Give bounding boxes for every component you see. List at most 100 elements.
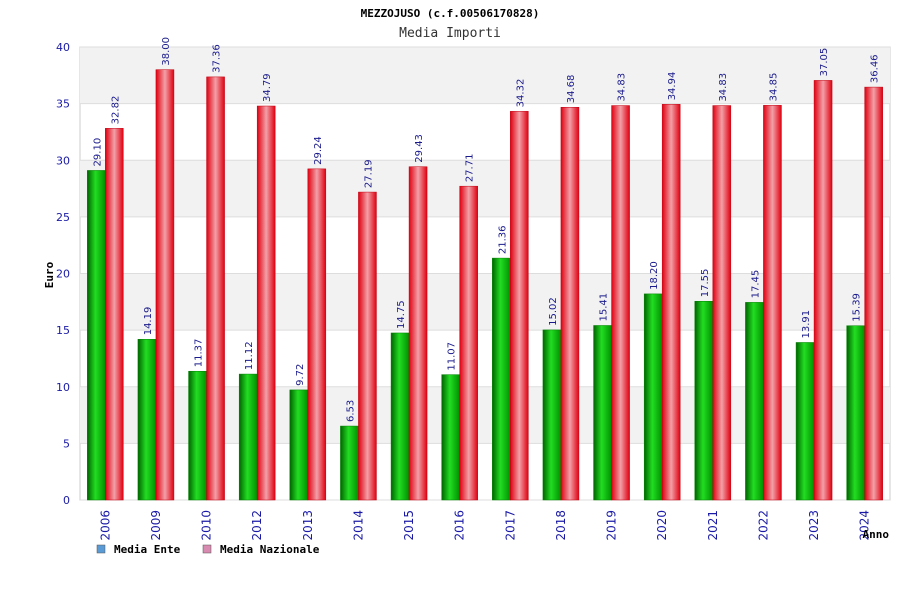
bar-media-nazionale <box>307 168 327 501</box>
legend-swatch <box>202 544 212 554</box>
x-tick-label: 2017 <box>503 510 517 541</box>
y-tick-label: 5 <box>63 437 70 450</box>
x-tick-label: 2024 <box>858 510 872 541</box>
y-tick-label: 0 <box>63 494 70 507</box>
x-tick-label: 2015 <box>402 510 416 541</box>
data-label: 27.71 <box>465 154 476 183</box>
y-tick-label: 40 <box>56 41 70 54</box>
chart-subtitle: Media Importi <box>399 26 501 41</box>
data-label: 29.24 <box>313 136 324 165</box>
bar-media-ente <box>390 332 410 501</box>
chart-title: MEZZOJUSO (c.f.00506170828) <box>361 7 540 20</box>
data-label: 11.12 <box>244 341 255 370</box>
x-tick-label: 2016 <box>453 510 467 541</box>
bars: 29.10 32.82 14.19 38.00 11.37 37.36 11.12 34.79… <box>87 37 883 501</box>
x-axis-ticks: 2006 2009 2010 2012 2013 2014 2015 2016 2017 2018… <box>98 510 871 541</box>
bar-media-nazionale <box>408 166 428 501</box>
bar-media-ente <box>745 302 764 501</box>
bar-media-nazionale <box>256 105 276 501</box>
y-tick-label: 25 <box>56 211 70 224</box>
legend-label: Media Nazionale <box>220 543 320 556</box>
data-label: 36.46 <box>870 54 881 83</box>
bar-media-ente <box>441 374 460 501</box>
data-label: 21.36 <box>497 225 508 254</box>
data-label: 13.91 <box>801 310 812 339</box>
data-label: 34.85 <box>768 73 779 102</box>
data-label: 34.32 <box>515 79 526 108</box>
bar-media-nazionale <box>611 105 630 501</box>
data-label: 18.20 <box>649 261 660 290</box>
bar-media-nazionale <box>560 106 580 501</box>
bar-media-ente <box>593 325 612 501</box>
legend: Media Ente Media Nazionale <box>96 543 320 556</box>
x-tick-label: 2018 <box>554 510 568 541</box>
data-label: 11.37 <box>194 339 205 368</box>
bar-media-ente <box>340 425 359 501</box>
bar-media-nazionale <box>864 86 883 501</box>
bar-media-ente <box>238 373 258 501</box>
y-tick-label: 15 <box>56 324 70 337</box>
bar-media-ente <box>492 257 511 501</box>
data-label: 34.68 <box>566 75 577 104</box>
y-tick-label: 20 <box>56 268 70 281</box>
bar-media-nazionale <box>459 185 478 501</box>
y-axis-ticks: 0 5 10 15 20 25 30 35 40 <box>56 41 70 507</box>
bar-media-ente <box>643 293 663 501</box>
x-tick-label: 2021 <box>706 510 720 541</box>
data-label: 14.19 <box>143 307 154 336</box>
bar-media-ente <box>289 389 309 501</box>
bar-media-nazionale <box>105 128 124 501</box>
data-label: 15.41 <box>599 293 610 322</box>
x-tick-label: 2014 <box>351 510 365 541</box>
bar-media-nazionale <box>712 105 732 501</box>
x-tick-label: 2006 <box>98 510 112 541</box>
data-label: 34.79 <box>262 73 273 102</box>
bar-media-ente <box>87 170 106 501</box>
data-label: 37.05 <box>819 48 830 77</box>
bar-media-ente <box>694 300 714 501</box>
legend-label: Media Ente <box>114 543 181 556</box>
x-tick-label: 2022 <box>756 510 770 541</box>
bar-media-nazionale <box>358 191 377 501</box>
y-tick-label: 35 <box>56 98 70 111</box>
data-label: 6.53 <box>345 400 356 422</box>
data-label: 15.39 <box>852 293 863 322</box>
data-label: 34.83 <box>718 73 729 102</box>
bar-media-ente <box>137 339 157 501</box>
bar-media-ente <box>846 325 865 501</box>
bar-media-ente <box>795 342 815 501</box>
bar-media-nazionale <box>510 111 529 501</box>
x-tick-label: 2009 <box>149 510 163 541</box>
data-label: 29.10 <box>92 138 103 167</box>
data-label: 34.83 <box>617 73 628 102</box>
x-tick-label: 2010 <box>200 510 214 541</box>
data-label: 27.19 <box>363 159 374 188</box>
data-label: 15.02 <box>548 297 559 326</box>
data-label: 17.45 <box>750 270 761 299</box>
bar-media-ente <box>188 370 207 501</box>
data-label: 17.55 <box>700 269 711 298</box>
x-tick-label: 2013 <box>301 510 315 541</box>
x-axis-label: Anno <box>863 528 890 541</box>
y-tick-label: 10 <box>56 381 70 394</box>
x-tick-label: 2023 <box>807 510 821 541</box>
y-tick-label: 30 <box>56 154 70 167</box>
data-label: 32.82 <box>110 96 121 125</box>
data-label: 37.36 <box>212 44 223 73</box>
bar-media-ente <box>542 329 562 501</box>
data-label: 14.75 <box>396 300 407 329</box>
legend-swatch <box>96 544 106 554</box>
x-tick-label: 2020 <box>655 510 669 541</box>
bar-media-nazionale <box>155 69 175 501</box>
data-label: 9.72 <box>295 364 306 386</box>
bar-media-nazionale <box>661 104 681 501</box>
bar-media-nazionale <box>763 105 782 501</box>
y-axis-label: Euro <box>43 261 56 288</box>
data-label: 29.43 <box>414 134 425 163</box>
x-tick-label: 2019 <box>605 510 619 541</box>
data-label: 34.94 <box>667 72 678 101</box>
data-label: 38.00 <box>161 37 172 66</box>
bar-media-nazionale <box>206 76 225 501</box>
bar-media-nazionale <box>813 80 833 501</box>
